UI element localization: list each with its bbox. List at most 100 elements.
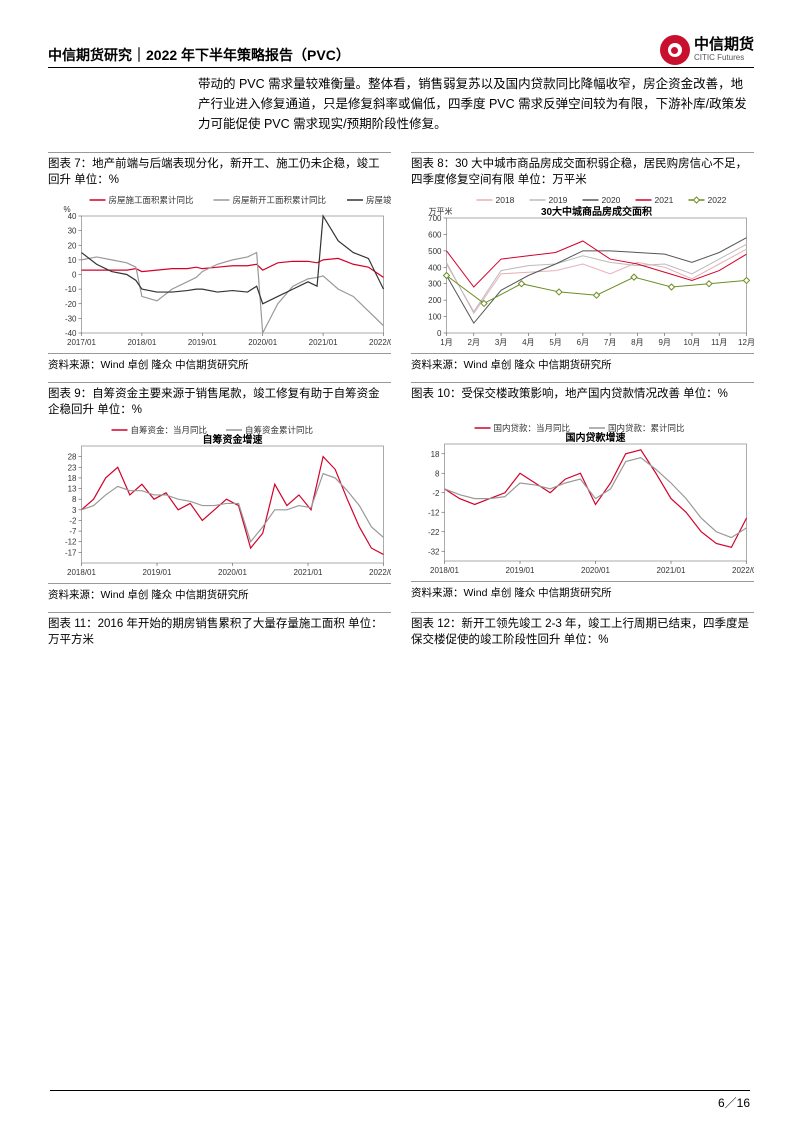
svg-text:6月: 6月 [577, 338, 589, 347]
svg-text:2月: 2月 [468, 338, 480, 347]
page-number: 6／16 [50, 1090, 750, 1111]
svg-text:2021: 2021 [655, 195, 674, 205]
svg-text:0: 0 [437, 329, 442, 338]
brand-en: CITIC Futures [694, 54, 754, 63]
svg-text:2021/01: 2021/01 [657, 566, 686, 575]
chart10-block: 图表 10：受保交楼政策影响，地产国内贷款情况改善 单位：% -32 -22 -12… [411, 382, 754, 608]
svg-text:7月: 7月 [604, 338, 616, 347]
brand-cn: 中信期货 [694, 37, 754, 54]
chart11-block: 图表 11：2016 年开始的期房销售累积了大量存量施工面积 单位：万平方米 [48, 612, 391, 768]
chart9-block: 图表 9：自筹资金主要来源于销售尾款，竣工修复有助于自筹资金企稳回升 单位：% … [48, 382, 391, 608]
chart7-source: 资料来源：Wind 卓创 隆众 中信期货研究所 [48, 353, 391, 378]
svg-text:2019/01: 2019/01 [188, 338, 217, 347]
citic-logo-icon [660, 35, 690, 65]
svg-text:8: 8 [72, 496, 77, 505]
svg-text:0: 0 [72, 271, 77, 280]
chart8-svg: 0100200300400500600700万平米30大中城商品房成交面积1月2… [411, 188, 754, 353]
svg-text:2020: 2020 [602, 195, 621, 205]
chart8-source: 资料来源：Wind 卓创 隆众 中信期货研究所 [411, 353, 754, 378]
intro-paragraph: 带动的 PVC 需求量较难衡量。整体看，销售弱复苏以及国内贷款同比降幅收窄，房企… [198, 74, 754, 134]
chart7-caption: 图表 7：地产前端与后端表现分化，新开工、施工仍未企稳，竣工回升 单位：% [48, 152, 391, 188]
svg-text:4月: 4月 [522, 338, 534, 347]
svg-text:2017/01: 2017/01 [67, 338, 96, 347]
svg-text:9月: 9月 [658, 338, 670, 347]
chart12-caption: 图表 12：新开工领先竣工 2-3 年，竣工上行周期已结束，四季度是保交楼促使的… [411, 612, 754, 648]
svg-text:-7: -7 [69, 527, 77, 536]
svg-text:2022: 2022 [708, 195, 727, 205]
chart10-svg: -32-22-12-2818国内贷款增速2018/012019/012020/0… [411, 416, 754, 581]
svg-text:400: 400 [428, 263, 442, 272]
svg-text:万平米: 万平米 [429, 206, 453, 216]
svg-text:-20: -20 [65, 300, 77, 309]
svg-text:-17: -17 [65, 549, 77, 558]
svg-text:18: 18 [68, 474, 77, 483]
header-title: 中信期货研究｜2022 年下半年策略报告（PVC） [48, 45, 350, 65]
svg-text:3月: 3月 [495, 338, 507, 347]
svg-text:100: 100 [428, 313, 442, 322]
svg-text:5月: 5月 [549, 338, 561, 347]
svg-text:30: 30 [68, 227, 77, 236]
chart10-caption: 图表 10：受保交楼政策影响，地产国内贷款情况改善 单位：% [411, 382, 754, 416]
svg-text:-10: -10 [65, 285, 77, 294]
svg-text:300: 300 [428, 280, 442, 289]
svg-text:8: 8 [435, 469, 440, 478]
svg-text:%: % [64, 205, 71, 214]
svg-text:房屋新开工面积累计同比: 房屋新开工面积累计同比 [233, 195, 327, 205]
svg-text:13: 13 [68, 485, 77, 494]
chart9-source: 资料来源：Wind 卓创 隆众 中信期货研究所 [48, 583, 391, 608]
svg-text:600: 600 [428, 231, 442, 240]
svg-text:10: 10 [68, 256, 77, 265]
svg-text:3: 3 [72, 506, 77, 515]
page: 中信期货研究｜2022 年下半年策略报告（PVC） 中信期货 CITIC Fut… [0, 0, 802, 1133]
svg-text:-12: -12 [65, 538, 77, 547]
svg-text:12月: 12月 [738, 338, 754, 347]
svg-text:2018/01: 2018/01 [430, 566, 459, 575]
svg-text:自筹资金：当月同比: 自筹资金：当月同比 [131, 425, 208, 435]
chart8-block: 图表 8：30 大中城市商品房成交面积弱企稳，居民购房信心不足，四季度修复空间有… [411, 152, 754, 378]
svg-text:18: 18 [431, 450, 440, 459]
chart9-svg: -17-12-7-23813182328自筹资金增速2018/012019/01… [48, 418, 391, 583]
svg-text:200: 200 [428, 296, 442, 305]
svg-text:2021/01: 2021/01 [309, 338, 338, 347]
svg-text:11月: 11月 [711, 338, 727, 347]
svg-text:2018/01: 2018/01 [127, 338, 156, 347]
svg-text:10月: 10月 [684, 338, 701, 347]
svg-text:-2: -2 [69, 517, 77, 526]
svg-text:-32: -32 [428, 547, 440, 556]
svg-text:2020/01: 2020/01 [248, 338, 277, 347]
svg-text:8月: 8月 [631, 338, 643, 347]
chart11-placeholder [48, 649, 391, 769]
svg-text:2020/01: 2020/01 [581, 566, 610, 575]
chart12-placeholder [411, 649, 754, 769]
svg-text:2022/01: 2022/01 [369, 338, 391, 347]
page-header: 中信期货研究｜2022 年下半年策略报告（PVC） 中信期货 CITIC Fut… [48, 35, 754, 68]
chart10-source: 资料来源：Wind 卓创 隆众 中信期货研究所 [411, 581, 754, 606]
chart11-caption: 图表 11：2016 年开始的期房销售累积了大量存量施工面积 单位：万平方米 [48, 612, 391, 648]
svg-text:2020/01: 2020/01 [218, 568, 247, 577]
svg-text:-40: -40 [65, 329, 77, 338]
svg-text:30大中城商品房成交面积: 30大中城商品房成交面积 [541, 205, 652, 218]
chart7-svg: -40-30-20-10010203040%2017/012018/012019… [48, 188, 391, 353]
svg-text:-12: -12 [428, 508, 440, 517]
svg-text:2018/01: 2018/01 [67, 568, 96, 577]
svg-text:房屋竣工面积累计同比: 房屋竣工面积累计同比 [366, 195, 391, 205]
svg-text:1月: 1月 [440, 338, 452, 347]
brand-text: 中信期货 CITIC Futures [694, 37, 754, 62]
svg-text:2018: 2018 [496, 195, 515, 205]
charts-grid: 图表 7：地产前端与后端表现分化，新开工、施工仍未企稳，竣工回升 单位：% -4… [48, 152, 754, 769]
chart12-block: 图表 12：新开工领先竣工 2-3 年，竣工上行周期已结束，四季度是保交楼促使的… [411, 612, 754, 768]
svg-text:-30: -30 [65, 315, 77, 324]
svg-text:国内贷款：当月同比: 国内贷款：当月同比 [494, 423, 571, 433]
svg-text:500: 500 [428, 247, 442, 256]
svg-text:国内贷款：累计同比: 国内贷款：累计同比 [608, 423, 685, 433]
svg-text:自筹资金累计同比: 自筹资金累计同比 [245, 425, 313, 435]
svg-text:-22: -22 [428, 528, 440, 537]
svg-text:2019: 2019 [549, 195, 568, 205]
svg-text:2021/01: 2021/01 [294, 568, 323, 577]
svg-text:28: 28 [68, 453, 77, 462]
svg-text:2019/01: 2019/01 [143, 568, 172, 577]
svg-text:2019/01: 2019/01 [506, 566, 535, 575]
chart9-caption: 图表 9：自筹资金主要来源于销售尾款，竣工修复有助于自筹资金企稳回升 单位：% [48, 382, 391, 418]
svg-text:房屋施工面积累计同比: 房屋施工面积累计同比 [109, 195, 194, 205]
svg-text:23: 23 [68, 464, 77, 473]
